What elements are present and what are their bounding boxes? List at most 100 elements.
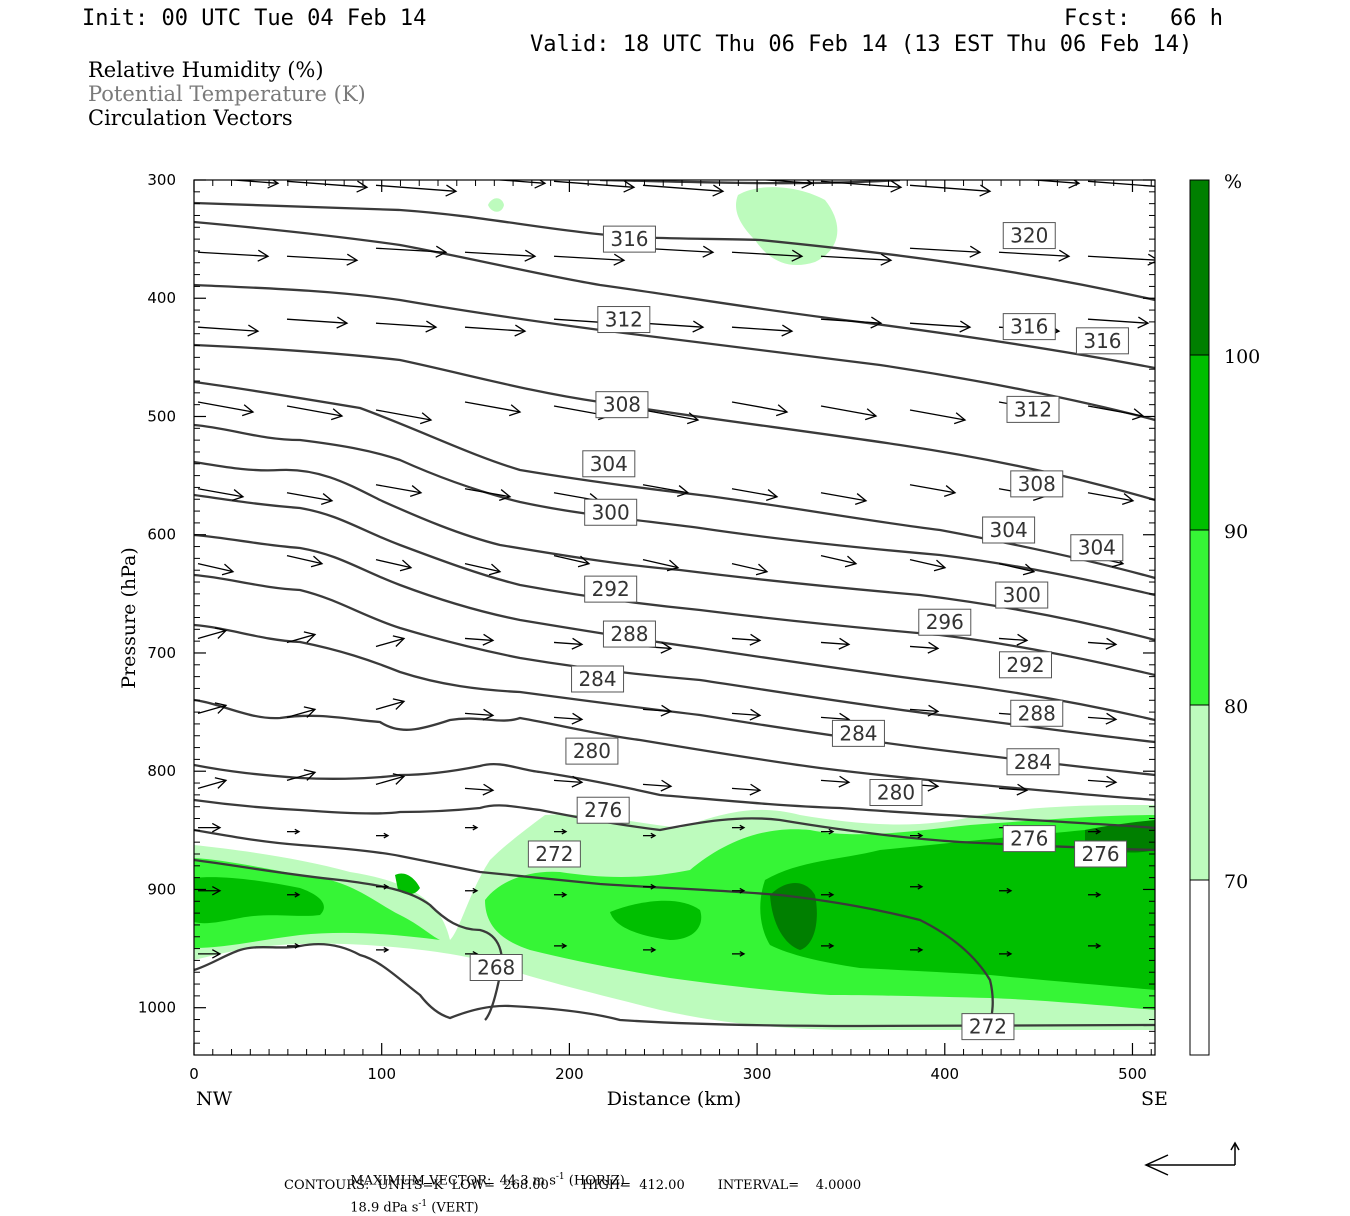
circulation-vector	[554, 942, 568, 949]
circulation-vector	[287, 891, 301, 898]
contour-label: 272	[527, 840, 581, 868]
circulation-vector	[909, 184, 992, 197]
circulation-vector	[820, 405, 878, 421]
circulation-vector	[642, 704, 673, 717]
contour-label-text: 268	[477, 956, 515, 980]
contour-label-text: 292	[1006, 653, 1044, 677]
circulation-vector	[197, 401, 255, 417]
circulation-vector	[731, 324, 794, 337]
circulation-vector	[197, 777, 228, 789]
contour-label: 276	[576, 796, 630, 824]
circulation-vector	[553, 555, 591, 568]
contour-label-text: 280	[877, 781, 915, 805]
contour-label: 276	[1074, 840, 1128, 868]
theta-contour	[194, 762, 1155, 830]
circulation-vector	[375, 184, 458, 197]
contour-label-text: 284	[839, 721, 877, 745]
colorbar-unit: %	[1224, 171, 1242, 193]
circulation-vector	[286, 180, 369, 193]
theta-contour	[599, 180, 901, 185]
contour-label: 288	[602, 620, 656, 648]
circulation-vector	[375, 484, 423, 498]
circulation-vector	[287, 828, 301, 835]
circulation-vector	[465, 824, 479, 831]
vert-label: (VERT)	[427, 1200, 479, 1216]
y-tick-label: 900	[147, 880, 176, 898]
circulation-vector	[464, 488, 512, 502]
circulation-vector	[286, 492, 334, 506]
contour-label-text: 304	[590, 452, 628, 476]
theta-contour	[194, 493, 1155, 677]
circulation-vector	[464, 633, 495, 646]
circulation-vector	[553, 253, 626, 266]
circulation-vector	[1088, 891, 1102, 898]
circulation-vector	[909, 641, 940, 654]
circulation-vector	[820, 775, 851, 788]
x-tick-label: 500	[1118, 1065, 1147, 1083]
circulation-vector	[197, 488, 245, 502]
circulation-vector	[465, 887, 479, 894]
circulation-vector	[731, 783, 762, 796]
theta-contour	[194, 220, 1155, 370]
circulation-vector	[286, 316, 349, 329]
circulation-vector	[642, 184, 725, 197]
contour-label: 304	[582, 450, 636, 478]
contour-label: 308	[595, 391, 649, 419]
colorbar-level-label: 90	[1224, 521, 1248, 543]
circulation-vector	[197, 627, 228, 640]
humidity-fills	[194, 187, 1155, 1030]
circulation-vector	[1087, 316, 1150, 329]
y-tick-label: 1000	[138, 999, 176, 1017]
theta-contour	[194, 460, 1155, 642]
circulation-vector	[464, 783, 495, 796]
contour-label: 292	[998, 651, 1052, 679]
circulation-vector	[1088, 942, 1102, 949]
theta-contour	[194, 828, 994, 1026]
contour-label-text: 272	[535, 842, 573, 866]
circulation-vector	[375, 635, 406, 648]
x-tick-label: 100	[367, 1065, 396, 1083]
colorbar-level-label: 80	[1224, 696, 1248, 718]
circulation-vector	[376, 832, 390, 839]
circulation-vector	[909, 320, 972, 333]
theta-contour	[194, 423, 1155, 597]
contour-label-text: 284	[1014, 750, 1052, 774]
contour-label-text: 300	[592, 500, 630, 524]
x-tick-label: 200	[555, 1065, 584, 1083]
x-tick-label: 300	[743, 1065, 772, 1083]
contour-label: 272	[961, 1013, 1015, 1041]
circulation-vector	[286, 555, 324, 568]
contour-label: 316	[602, 225, 656, 253]
circulation-vector	[820, 316, 883, 329]
circulation-vector	[198, 885, 222, 896]
y-tick-label: 700	[147, 644, 176, 662]
x-tick-label: 0	[189, 1065, 199, 1083]
theta-contour	[194, 380, 1155, 580]
circulation-vector	[909, 409, 967, 425]
humidity-region	[395, 873, 420, 895]
contour-label-text: 276	[1010, 827, 1048, 851]
circulation-vector	[554, 891, 568, 898]
circulation-vector	[375, 320, 438, 333]
contour-label-text: 312	[1014, 397, 1052, 421]
colorbar: 70 80 90 100%	[1189, 171, 1260, 1056]
x-tick-label: 400	[930, 1065, 959, 1083]
valid-time: Valid: 18 UTC Thu 06 Feb 14 (13 EST Thu …	[530, 32, 1193, 57]
circulation-vector	[553, 712, 584, 725]
colorbar-segment	[1189, 179, 1210, 356]
circulation-vector	[731, 488, 779, 502]
se-end-label: SE	[1141, 1088, 1168, 1110]
theta-contours	[194, 180, 1155, 1028]
circulation-vector	[286, 253, 359, 266]
contour-label: 308	[1010, 470, 1064, 498]
contour-label: 280	[565, 737, 619, 765]
circulation-vector	[1087, 253, 1155, 266]
contour-label: 292	[584, 575, 638, 603]
circulation-vector	[1087, 712, 1118, 725]
y-axis-title: Pressure (hPa)	[118, 547, 140, 689]
circulation-vector	[553, 775, 584, 788]
circulation-vector	[375, 773, 406, 785]
max-vector-horiz-value: MAXIMUM VECTOR: 44.3 m s	[350, 1173, 556, 1189]
circulation-vector	[642, 409, 700, 425]
